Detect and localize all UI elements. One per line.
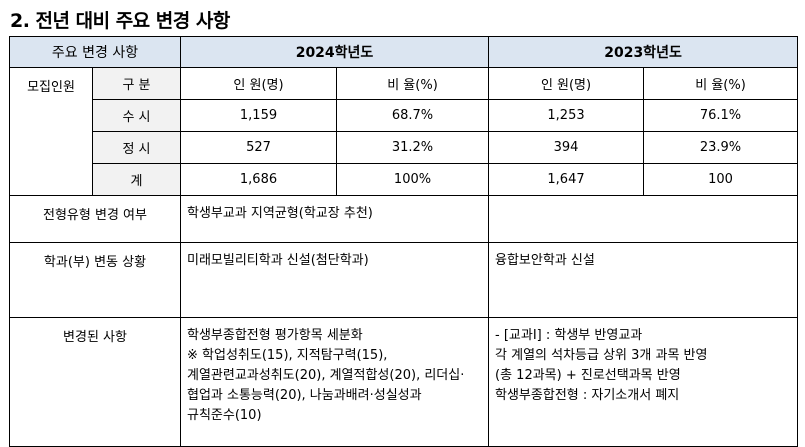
table-row: 수 시 1,159 68.7% 1,253 76.1%	[10, 99, 799, 132]
header-year-2023: 2023학년도	[488, 36, 799, 68]
header-year-2024: 2024학년도	[179, 36, 490, 68]
col-count-2024: 인 원(명)	[180, 67, 337, 100]
col-type-header: 구 분	[92, 67, 181, 100]
table-row: 정 시 527 31.2% 394 23.9%	[10, 131, 799, 164]
cell-ratio-2024: 31.2%	[335, 131, 490, 164]
header-main-changes: 주요 변경 사항	[9, 36, 181, 68]
col-ratio-2023: 비 율(%)	[643, 67, 799, 100]
row-type-label: 계	[92, 163, 181, 196]
type-change-row: 전형유형 변경 여부 학생부교과 지역균형(학교장 추천)	[9, 195, 799, 243]
cell-count-2024: 1,686	[180, 163, 337, 196]
recruit-subheader-row: 모집인원 구 분 인 원(명) 비 율(%) 인 원(명) 비 율(%)	[9, 67, 799, 196]
changes-label: 변경된 사항	[9, 317, 181, 447]
col-count-2023: 인 원(명)	[488, 67, 645, 100]
changes-2024-line: 학생부종합전형 평가항목 세분화	[187, 328, 363, 343]
comparison-table: 주요 변경 사항 2024학년도 2023학년도 모집인원 구 분 인 원(명)…	[9, 36, 799, 447]
changes-2023-line: 학생부종합전형 : 자기소개서 폐지	[495, 388, 680, 403]
cell-count-2024: 1,159	[180, 99, 337, 132]
dept-change-label: 학과(부) 변동 상황	[9, 242, 181, 318]
changes-2023-line: 각 계열의 석차등급 상위 3개 과목 반영	[495, 348, 708, 363]
changes-2024-line: 규칙준수(10)	[187, 408, 262, 423]
type-change-label: 전형유형 변경 여부	[9, 195, 181, 243]
table-row: 계 1,686 100% 1,647 100	[10, 163, 799, 196]
recruit-label: 모집인원	[9, 67, 93, 196]
dept-change-row: 학과(부) 변동 상황 미래모빌리티학과 신설(첨단학과) 융합보안학과 신설	[9, 242, 799, 318]
cell-ratio-2024: 100%	[335, 163, 490, 196]
dept-change-2023: 융합보안학과 신설	[488, 242, 799, 318]
dept-change-2024: 미래모빌리티학과 신설(첨단학과)	[179, 242, 490, 318]
changes-2024-line: 계열관련교과성취도(20), 계열적합성(20), 리더십·	[187, 368, 465, 383]
type-change-2023	[488, 195, 799, 243]
cell-ratio-2023: 23.9%	[643, 131, 799, 164]
row-type-label: 수 시	[92, 99, 181, 132]
changes-2023-line: (총 12과목) + 진로선택과목 반영	[495, 368, 681, 383]
header-row: 주요 변경 사항 2024학년도 2023학년도	[9, 36, 799, 68]
changes-2024-line: ※ 학업성취도(15), 지적탐구력(15),	[187, 348, 388, 363]
cell-ratio-2023: 76.1%	[643, 99, 799, 132]
changes-2023: - [교과Ⅰ] : 학생부 반영교과 각 계열의 석차등급 상위 3개 과목 반…	[488, 317, 799, 447]
col-ratio-2024: 비 율(%)	[335, 67, 490, 100]
cell-count-2024: 527	[180, 131, 337, 164]
cell-count-2023: 1,253	[488, 99, 645, 132]
type-change-2024: 학생부교과 지역균형(학교장 추천)	[179, 195, 490, 243]
cell-count-2023: 1,647	[488, 163, 645, 196]
cell-ratio-2024: 68.7%	[335, 99, 490, 132]
row-type-label: 정 시	[92, 131, 181, 164]
section-title: 2. 전년 대비 주요 변경 사항	[10, 10, 230, 32]
changes-2024-line: 협업과 소통능력(20), 나눔과배려·성실성과	[187, 388, 422, 403]
cell-count-2023: 394	[488, 131, 645, 164]
changes-2024: 학생부종합전형 평가항목 세분화 ※ 학업성취도(15), 지적탐구력(15),…	[179, 317, 490, 447]
changes-2023-line: - [교과Ⅰ] : 학생부 반영교과	[495, 328, 643, 343]
cell-ratio-2023: 100	[643, 163, 799, 196]
changes-row: 변경된 사항 학생부종합전형 평가항목 세분화 ※ 학업성취도(15), 지적탐…	[9, 317, 799, 447]
